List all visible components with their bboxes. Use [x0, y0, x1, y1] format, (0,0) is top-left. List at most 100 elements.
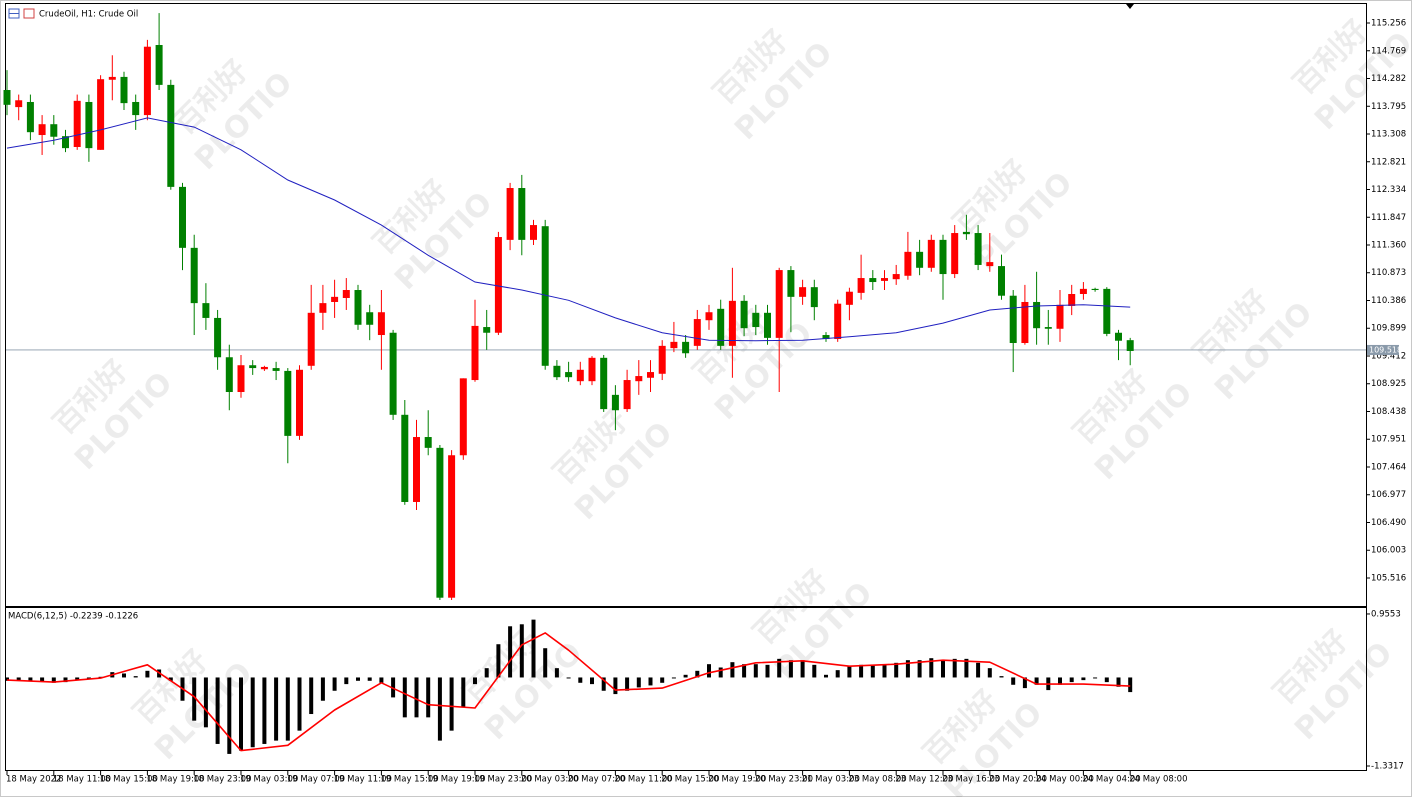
macd-bar [297, 677, 302, 731]
candle-body [377, 312, 385, 336]
y-tick-label: 113.308 [1371, 130, 1406, 140]
x-tick-label: 18 May 11:00 [53, 775, 111, 785]
y-tick-label: 112.821 [1371, 157, 1406, 167]
candle-body [588, 357, 596, 382]
macd-bar [660, 677, 665, 683]
candle-body [132, 101, 140, 116]
candle-body [342, 290, 350, 298]
macd-bar [976, 662, 981, 678]
macd-bar [812, 664, 817, 678]
macd-bar [203, 677, 208, 728]
macd-bar [473, 677, 477, 685]
candle-body [85, 101, 93, 149]
candle-body [658, 345, 666, 374]
macd-bar [437, 677, 442, 741]
macd-bar [5, 677, 9, 681]
candle-body [553, 365, 561, 378]
macd-bar [882, 664, 887, 678]
macd-bar [941, 660, 945, 678]
x-tick-label: 20 May 15:00 [661, 775, 719, 785]
macd-bar [800, 660, 805, 678]
candle-body [155, 45, 163, 85]
candle-body [1044, 327, 1052, 329]
candle-body [834, 303, 842, 340]
candle-body [15, 100, 23, 108]
macd-bar [274, 677, 279, 741]
macd-bar [578, 677, 583, 683]
candle-body [974, 233, 982, 265]
y-tick-label: 113.795 [1371, 102, 1406, 112]
y-tick-label: 106.003 [1371, 546, 1406, 556]
candle-body [1021, 301, 1029, 344]
macd-bar [1093, 677, 1098, 679]
candle-body [799, 287, 807, 297]
candle-body [693, 319, 701, 346]
candle-body [810, 287, 818, 308]
macd-bar [625, 677, 630, 691]
candle-body [670, 341, 678, 349]
macd-bar [496, 644, 501, 678]
candle-body [436, 447, 444, 598]
macd-bar [859, 664, 864, 678]
y-tick-label: 114.282 [1371, 74, 1406, 84]
macd-bar [250, 677, 255, 748]
x-tick-label: 19 May 07:00 [287, 775, 345, 785]
macd-bar [356, 677, 360, 681]
y-tick-label: 108.925 [1371, 379, 1406, 389]
candle-body [97, 79, 105, 150]
candle-body [916, 251, 924, 268]
candle-body [26, 101, 34, 133]
signal-line [6, 632, 1131, 752]
macd-bar [133, 676, 138, 678]
candle-body [1103, 288, 1111, 334]
x-tick-label: 24 May 04:00 [1082, 775, 1140, 785]
candle-body [506, 188, 514, 240]
candle-body [822, 335, 830, 340]
macd-bar [847, 666, 852, 678]
candle-body [635, 376, 643, 382]
candle-body [752, 312, 760, 328]
candle-body [120, 76, 128, 104]
candle-body [775, 270, 783, 338]
macd-bar [1116, 677, 1121, 687]
candle-body [530, 225, 537, 240]
candle-body [1056, 304, 1064, 329]
last-price-tag [1367, 344, 1399, 355]
macd-bar [40, 677, 45, 682]
main-panel [5, 3, 1367, 607]
macd-bar [508, 626, 513, 678]
macd-bar [1011, 677, 1016, 685]
last-price-label: 109.518 [1369, 345, 1402, 354]
candle-body [541, 226, 549, 366]
macd-bar [554, 668, 559, 678]
macd-bar [695, 670, 700, 678]
candle-body [1033, 301, 1041, 329]
macd-bar [894, 662, 899, 678]
candle-body [249, 365, 257, 369]
macd-bar [519, 624, 524, 678]
y-tick-label: 111.360 [1371, 241, 1406, 251]
macd-bar [929, 658, 934, 678]
candle-body [225, 357, 233, 393]
x-tick-label: 24 May 00:00 [1036, 775, 1094, 785]
macd-bar [987, 668, 992, 678]
candle-body [705, 312, 713, 321]
candle-body [143, 46, 151, 116]
macd-bar [777, 658, 782, 678]
candle-body [518, 188, 526, 240]
candle-body [108, 76, 116, 80]
macd-bar [788, 660, 793, 678]
y-tick-label: 107.464 [1371, 462, 1406, 472]
candle-body [623, 380, 631, 410]
y-tick-label: 107.951 [1371, 435, 1406, 445]
macd-bar [917, 660, 922, 678]
x-tick-label: 19 May 19:00 [427, 775, 485, 785]
macd-bar [999, 676, 1004, 678]
macd-bar [742, 664, 747, 678]
x-tick-label: 23 May 20:00 [989, 775, 1047, 785]
macd-bar [239, 677, 243, 751]
candle-body [237, 365, 245, 393]
candle-body [459, 378, 467, 456]
x-tick-label: 18 May 19:00 [146, 775, 204, 785]
